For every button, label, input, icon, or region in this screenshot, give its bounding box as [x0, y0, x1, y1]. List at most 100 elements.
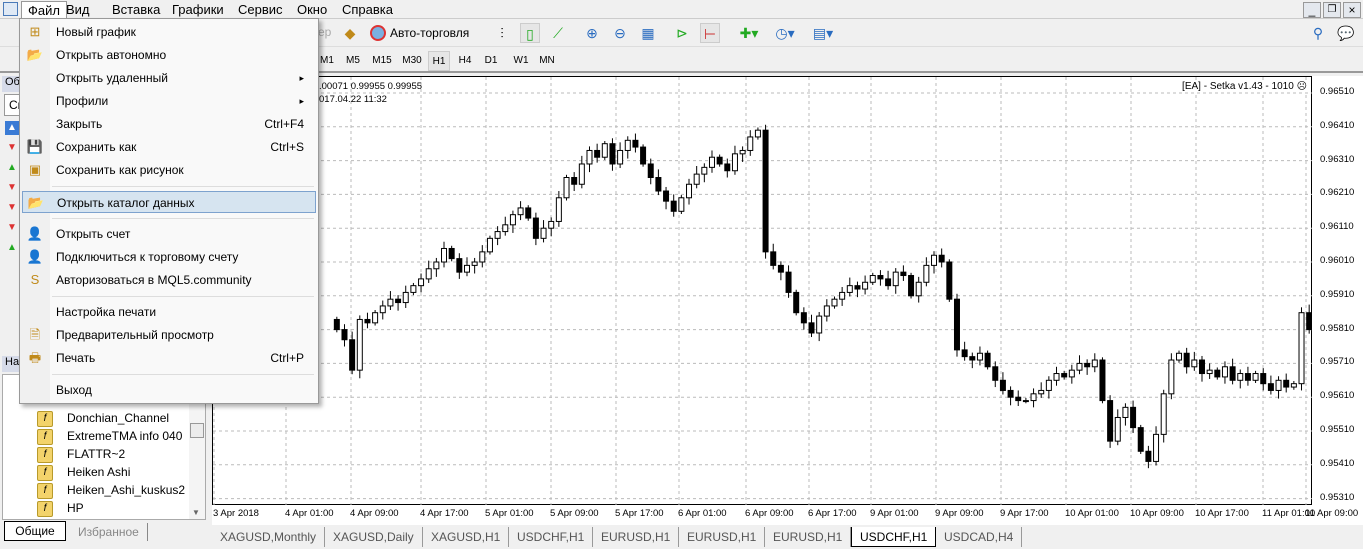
menu-1[interactable]: Вид	[66, 2, 90, 17]
candle-body	[999, 379, 1006, 391]
time-label: 9 Apr 09:00	[935, 508, 984, 519]
candle-body	[854, 285, 861, 290]
navigator-indicator[interactable]: f Heiken Ashi	[37, 463, 130, 481]
chart-tab[interactable]: EURUSD,H1	[593, 527, 680, 547]
candle-body	[946, 261, 953, 300]
navigator-scrollbar[interactable]: ▼	[189, 375, 205, 519]
timeframe-m15[interactable]: M15	[372, 55, 392, 66]
timeframe-m30[interactable]: M30	[402, 55, 422, 66]
indicator-label: ExtremeTMA info 040	[67, 429, 183, 443]
price-axis: 0.96510 0.96410 0.96310 0.96210 0.96110 0.960…	[1312, 76, 1363, 505]
autoscroll-icon[interactable]: ⊢	[700, 23, 720, 43]
file-menu-item[interactable]: Закрыть Ctrl+F4	[22, 113, 316, 135]
chart-tab[interactable]: USDCHF,H1	[509, 527, 594, 547]
file-menu-item[interactable]: 👤 Подключиться к торговому счету	[22, 246, 316, 268]
chart-tab[interactable]: XAGUSD,Monthly	[212, 527, 326, 547]
tile-windows-icon[interactable]: ▦	[641, 25, 655, 41]
file-menu-item[interactable]: 🗎 Предварительный просмотр	[22, 324, 316, 346]
candle-body	[517, 207, 524, 216]
chart-tab[interactable]: USDCHF,H1	[851, 527, 937, 547]
timeframe-m1[interactable]: M1	[320, 55, 334, 66]
timeframe-h4[interactable]: H4	[458, 55, 472, 66]
scroll-down-icon[interactable]: ▼	[192, 508, 200, 517]
file-menu-item[interactable]: S Авторизоваться в MQL5.community	[22, 269, 316, 291]
menu-item-label: Выход	[56, 383, 92, 397]
chart-tab[interactable]: EURUSD,H1	[765, 527, 852, 547]
candle-body	[1137, 427, 1144, 452]
file-menu-item[interactable]: Открыть удаленный ▸	[22, 67, 316, 89]
menu-6[interactable]: Справка	[342, 2, 393, 17]
file-menu-item[interactable]: 🖶 Печать Ctrl+P	[22, 347, 316, 369]
chart-tab[interactable]: EURUSD,H1	[679, 527, 766, 547]
zoom-out-icon[interactable]: ⊖	[614, 25, 626, 41]
file-menu-item[interactable]: 📂 Открыть автономно	[22, 44, 316, 66]
candlestick-chart[interactable]	[213, 77, 1313, 506]
chart-tab[interactable]: XAGUSD,H1	[423, 527, 510, 547]
file-menu-item[interactable]: 👤 Открыть счет	[22, 223, 316, 245]
timeframe-m5[interactable]: M5	[346, 55, 360, 66]
price-label: 0.95610	[1320, 390, 1355, 402]
bar-chart-icon[interactable]: ⫶	[500, 25, 504, 41]
candle-body	[548, 220, 555, 229]
scrollbar-thumb[interactable]	[190, 423, 204, 438]
metaeditor-icon[interactable]: ◆	[344, 25, 356, 41]
candle-body	[1122, 406, 1129, 418]
chart-shift-icon[interactable]: ⊳	[676, 25, 688, 41]
file-menu-item[interactable]: 💾 Сохранить как Ctrl+S	[22, 136, 316, 158]
autotrading-button[interactable]: Авто-торговля	[368, 22, 469, 44]
indicator-icon: f	[37, 500, 53, 517]
menu-0[interactable]: Файл	[21, 1, 67, 18]
time-label: 11 Apr 01:00	[1262, 508, 1316, 519]
tab-general[interactable]: Общие	[4, 521, 66, 541]
candlestick-chart-icon[interactable]: ▯	[520, 23, 540, 43]
chat-icon[interactable]: 💬	[1337, 25, 1355, 41]
timeframe-w1[interactable]: W1	[513, 55, 529, 66]
minimize-button[interactable]: _	[1303, 2, 1321, 18]
file-menu-item[interactable]: ⊞ Новый график	[22, 21, 316, 43]
navigator-indicator[interactable]: f HP	[37, 499, 84, 517]
navigator-indicator[interactable]: f Heiken_Ashi_kuskus2	[37, 481, 185, 499]
timeframe-d1[interactable]: D1	[484, 55, 498, 66]
price-label: 0.95310	[1320, 491, 1355, 503]
zoom-in-icon[interactable]: ⊕	[586, 25, 598, 41]
menu-4[interactable]: Сервис	[238, 2, 283, 17]
candle-body	[1221, 366, 1228, 378]
file-menu-item[interactable]: Настройка печати	[22, 301, 316, 323]
candle-body	[425, 268, 432, 280]
candle-body	[885, 278, 892, 287]
chart-tab[interactable]: USDCAD,H4	[936, 527, 1023, 547]
candle-body	[341, 329, 348, 341]
restore-button[interactable]: ❐	[1323, 2, 1341, 18]
line-chart-icon[interactable]: ⟋	[553, 25, 563, 41]
close-button[interactable]: ×	[1343, 2, 1361, 18]
menu-5[interactable]: Окно	[297, 2, 328, 17]
candle-body	[571, 177, 578, 185]
navigator-indicator[interactable]: f FLATTR~2	[37, 445, 125, 463]
candle-body	[961, 349, 968, 358]
navigator-indicator[interactable]: f Donchian_Channel	[37, 409, 169, 427]
file-menu-item[interactable]: Выход	[22, 379, 316, 401]
file-menu-item[interactable]: ▣ Сохранить как рисунок	[22, 159, 316, 181]
search-icon[interactable]: ⚲	[1312, 25, 1324, 41]
timeframe-mn[interactable]: MN	[539, 55, 555, 66]
chart-area[interactable]: .00071 0.99955 0.99955 017.04.22 11:32 […	[212, 76, 1313, 506]
candle-body	[908, 275, 915, 297]
templates-dropdown-icon[interactable]: ▤▾	[812, 25, 834, 41]
menu-3[interactable]: Графики	[172, 2, 224, 17]
chart-tab[interactable]: XAGUSD,Daily	[325, 527, 423, 547]
menu-2[interactable]: Вставка	[112, 2, 161, 17]
candle-body	[1306, 312, 1313, 331]
periods-dropdown-icon[interactable]: ◷▾	[775, 25, 795, 41]
timeframe-h1[interactable]: H1	[428, 51, 450, 71]
candle-body	[747, 136, 754, 151]
navigator-indicator[interactable]: f ExtremeTMA info 040	[37, 427, 182, 445]
candle-body	[785, 271, 792, 293]
tab-favorites[interactable]: Избранное	[70, 523, 148, 541]
candle-body	[1198, 359, 1205, 375]
file-menu-item[interactable]: 📂 Открыть каталог данных	[22, 191, 316, 213]
candle-body	[379, 305, 386, 314]
arrow-down-icon: ▼	[7, 202, 17, 213]
file-menu-item[interactable]: Профили ▸	[22, 90, 316, 112]
indicators-dropdown-icon[interactable]: ✚▾	[739, 25, 759, 41]
candle-body	[731, 153, 738, 172]
